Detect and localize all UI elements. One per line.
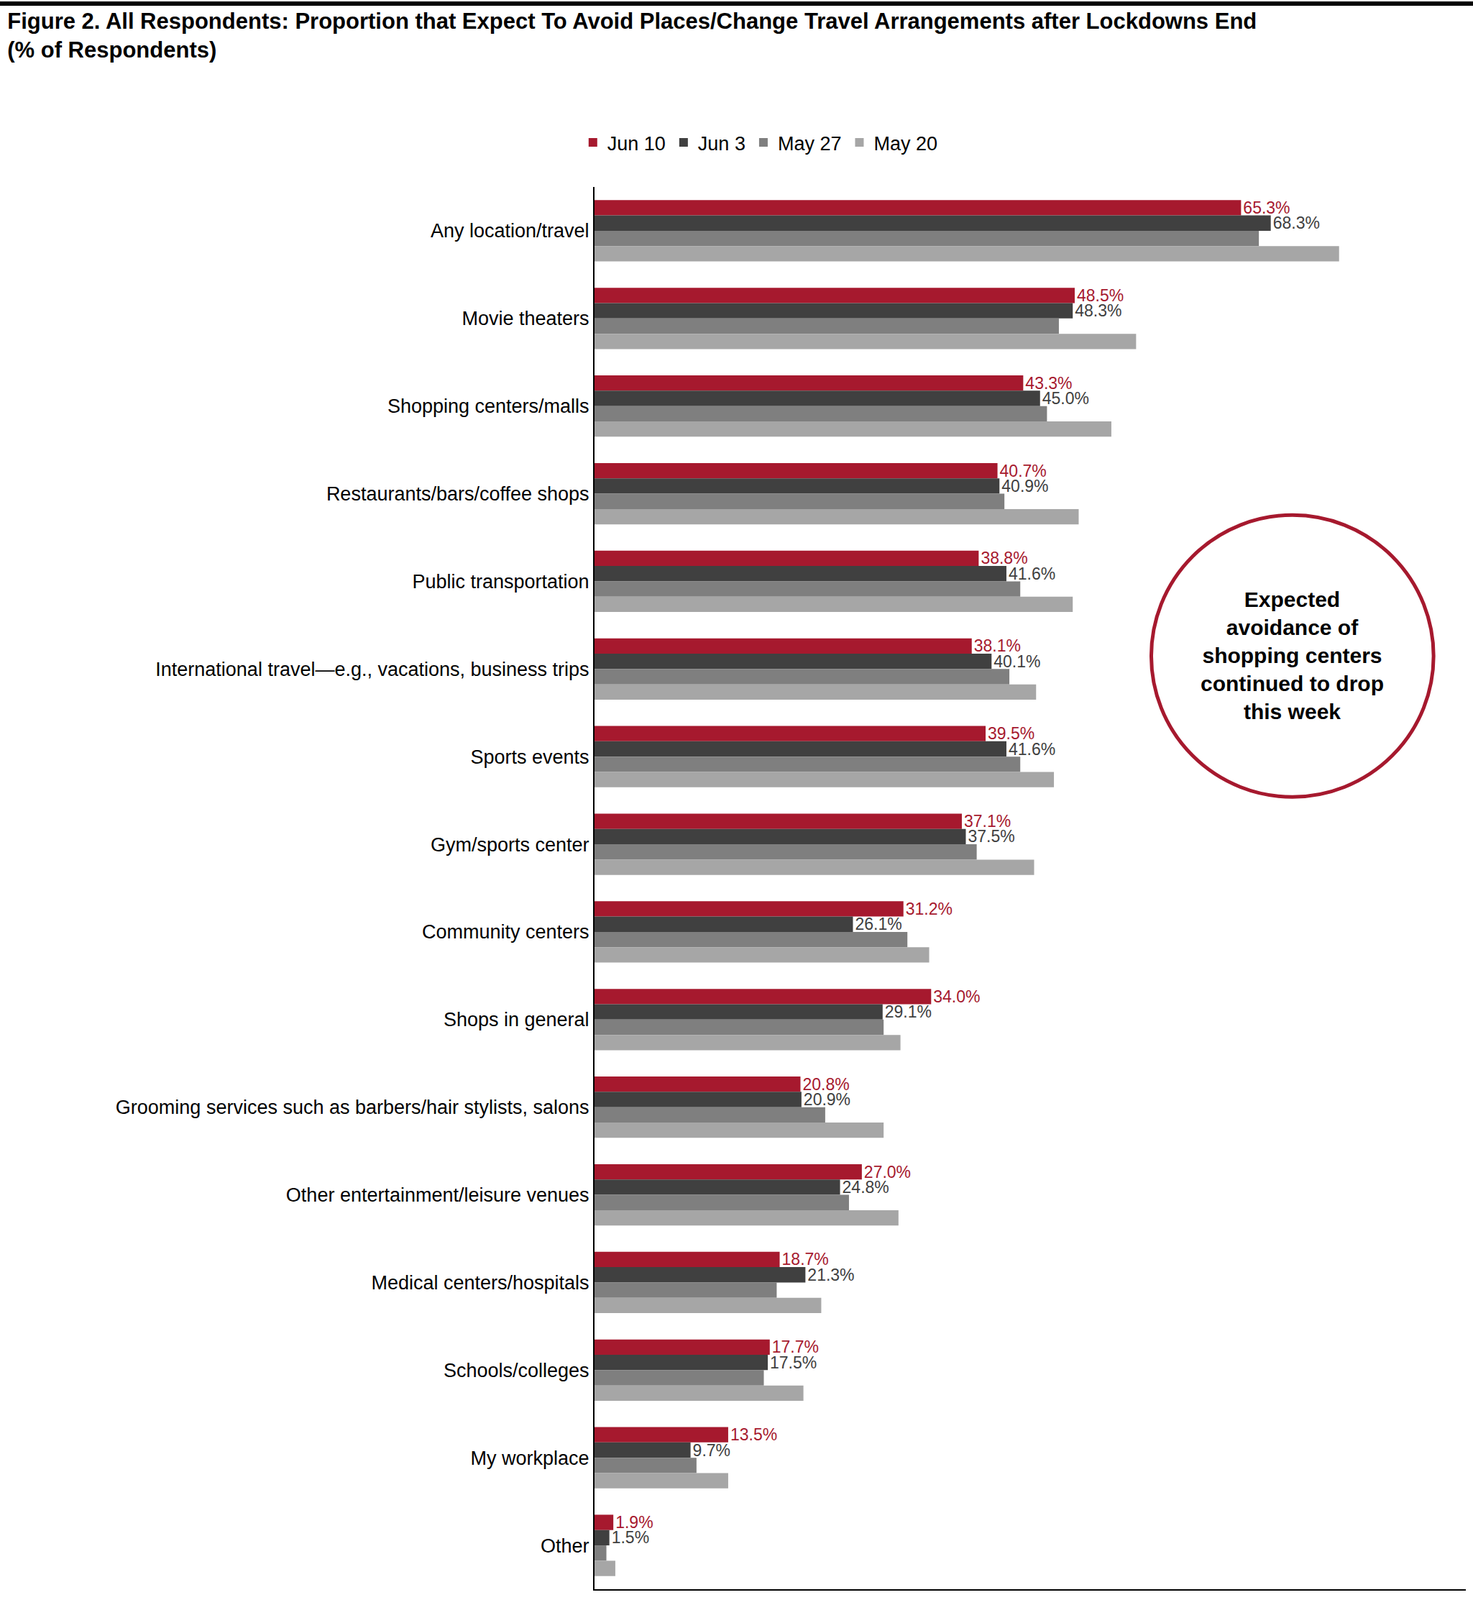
svg-text:Shopping centers/malls: Shopping centers/malls: [387, 395, 590, 417]
svg-text:Other: Other: [540, 1534, 590, 1557]
svg-text:40.1%: 40.1%: [993, 652, 1041, 671]
svg-text:May 27: May 27: [777, 132, 842, 155]
svg-text:40.7%: 40.7%: [999, 461, 1047, 481]
svg-text:20.9%: 20.9%: [803, 1089, 851, 1109]
svg-text:18.7%: 18.7%: [782, 1249, 829, 1269]
svg-text:26.1%: 26.1%: [854, 914, 902, 934]
svg-text:Jun 10: Jun 10: [607, 132, 666, 155]
svg-text:May 20: May 20: [873, 132, 938, 155]
svg-text:Sports events: Sports events: [470, 746, 590, 768]
svg-text:65.3%: 65.3%: [1242, 198, 1290, 218]
svg-text:Jun 3: Jun 3: [698, 132, 746, 155]
svg-text:20.8%: 20.8%: [802, 1074, 850, 1094]
svg-text:1.5%: 1.5%: [611, 1527, 650, 1547]
svg-text:Expectedavoidance ofshopping c: Expectedavoidance ofshopping centerscont…: [1200, 587, 1384, 724]
svg-text:Schools/colleges: Schools/colleges: [443, 1359, 590, 1381]
svg-text:68.3%: 68.3%: [1273, 213, 1320, 233]
svg-text:Other entertainment/leisure ve: Other entertainment/leisure venues: [286, 1184, 590, 1206]
svg-text:34.0%: 34.0%: [933, 987, 980, 1006]
svg-text:48.5%: 48.5%: [1076, 286, 1124, 305]
svg-text:21.3%: 21.3%: [807, 1265, 855, 1284]
svg-text:Figure 2. All Respondents: Pro: Figure 2. All Respondents: Proportion th…: [7, 8, 1257, 63]
svg-text:Medical centers/hospitals: Medical centers/hospitals: [370, 1271, 589, 1294]
svg-text:17.5%: 17.5%: [769, 1352, 817, 1372]
svg-text:9.7%: 9.7%: [693, 1440, 731, 1460]
svg-text:13.5%: 13.5%: [730, 1424, 778, 1444]
svg-text:37.5%: 37.5%: [967, 826, 1015, 846]
svg-text:43.3%: 43.3%: [1025, 373, 1072, 393]
svg-text:17.7%: 17.7%: [772, 1337, 819, 1356]
svg-text:48.3%: 48.3%: [1074, 301, 1122, 320]
svg-text:International travel—e.g., vac: International travel—e.g., vacations, bu…: [155, 658, 589, 681]
svg-text:Public transportation: Public transportation: [411, 570, 589, 593]
svg-text:38.8%: 38.8%: [980, 548, 1028, 568]
svg-text:Gym/sports center: Gym/sports center: [430, 833, 590, 856]
svg-text:38.1%: 38.1%: [974, 636, 1021, 655]
svg-text:45.0%: 45.0%: [1042, 388, 1090, 408]
svg-text:Any location/travel: Any location/travel: [430, 219, 590, 242]
svg-text:31.2%: 31.2%: [905, 899, 953, 919]
svg-text:Community centers: Community centers: [421, 920, 590, 943]
svg-text:Shops in general: Shops in general: [443, 1008, 590, 1031]
svg-text:39.5%: 39.5%: [987, 723, 1035, 743]
svg-text:27.0%: 27.0%: [864, 1162, 911, 1182]
svg-text:37.1%: 37.1%: [964, 811, 1011, 831]
svg-text:40.9%: 40.9%: [1001, 476, 1049, 496]
svg-text:29.1%: 29.1%: [884, 1002, 932, 1021]
svg-text:41.6%: 41.6%: [1008, 564, 1056, 584]
svg-text:My workplace: My workplace: [470, 1447, 590, 1469]
svg-text:Grooming services such as barb: Grooming services such as barbers/hair s…: [115, 1096, 590, 1118]
svg-text:41.6%: 41.6%: [1008, 739, 1056, 759]
svg-text:Movie theaters: Movie theaters: [462, 307, 590, 330]
svg-text:1.9%: 1.9%: [615, 1512, 653, 1532]
svg-text:24.8%: 24.8%: [842, 1177, 890, 1197]
svg-text:Restaurants/bars/coffee shops: Restaurants/bars/coffee shops: [326, 483, 590, 505]
